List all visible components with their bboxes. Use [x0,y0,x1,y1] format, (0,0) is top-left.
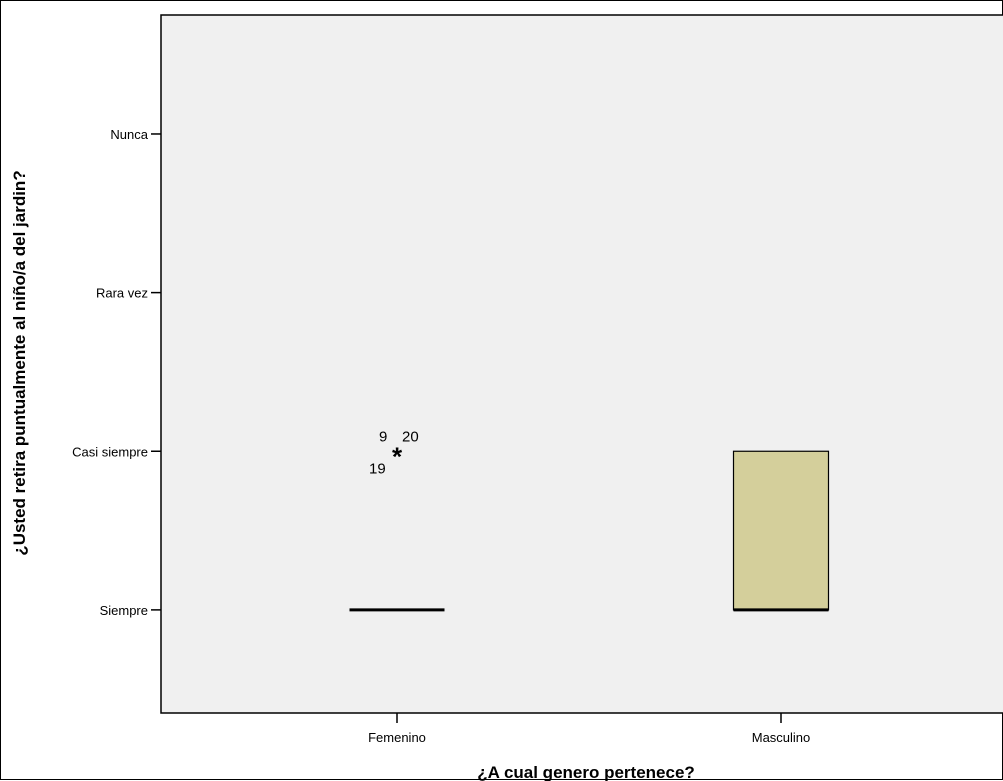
x-axis-ticks: Femenino Masculino [368,713,810,745]
outlier-marker: * [392,441,403,471]
x-axis-title: ¿A cual genero pertenece? [477,763,695,781]
y-tick-label: Nunca [110,127,148,142]
y-tick-label: Rara vez [96,286,148,301]
y-tick-label: Casi siempre [72,444,148,459]
outlier-label: 9 [379,428,387,445]
outlier-label: 20 [402,428,419,445]
y-axis-ticks: Siempre Casi siempre Rara vez Nunca [72,127,161,618]
plot-area [160,14,1003,714]
y-axis-title: ¿Usted retira puntualmente al niño/a del… [10,170,29,555]
outlier-label: 19 [369,460,386,477]
box-body [732,450,830,611]
boxes-layer: * 9 20 19 [349,428,830,612]
x-tick-label: Femenino [368,730,426,745]
x-tick-label: Masculino [752,730,811,745]
y-tick-label: Siempre [100,603,148,618]
